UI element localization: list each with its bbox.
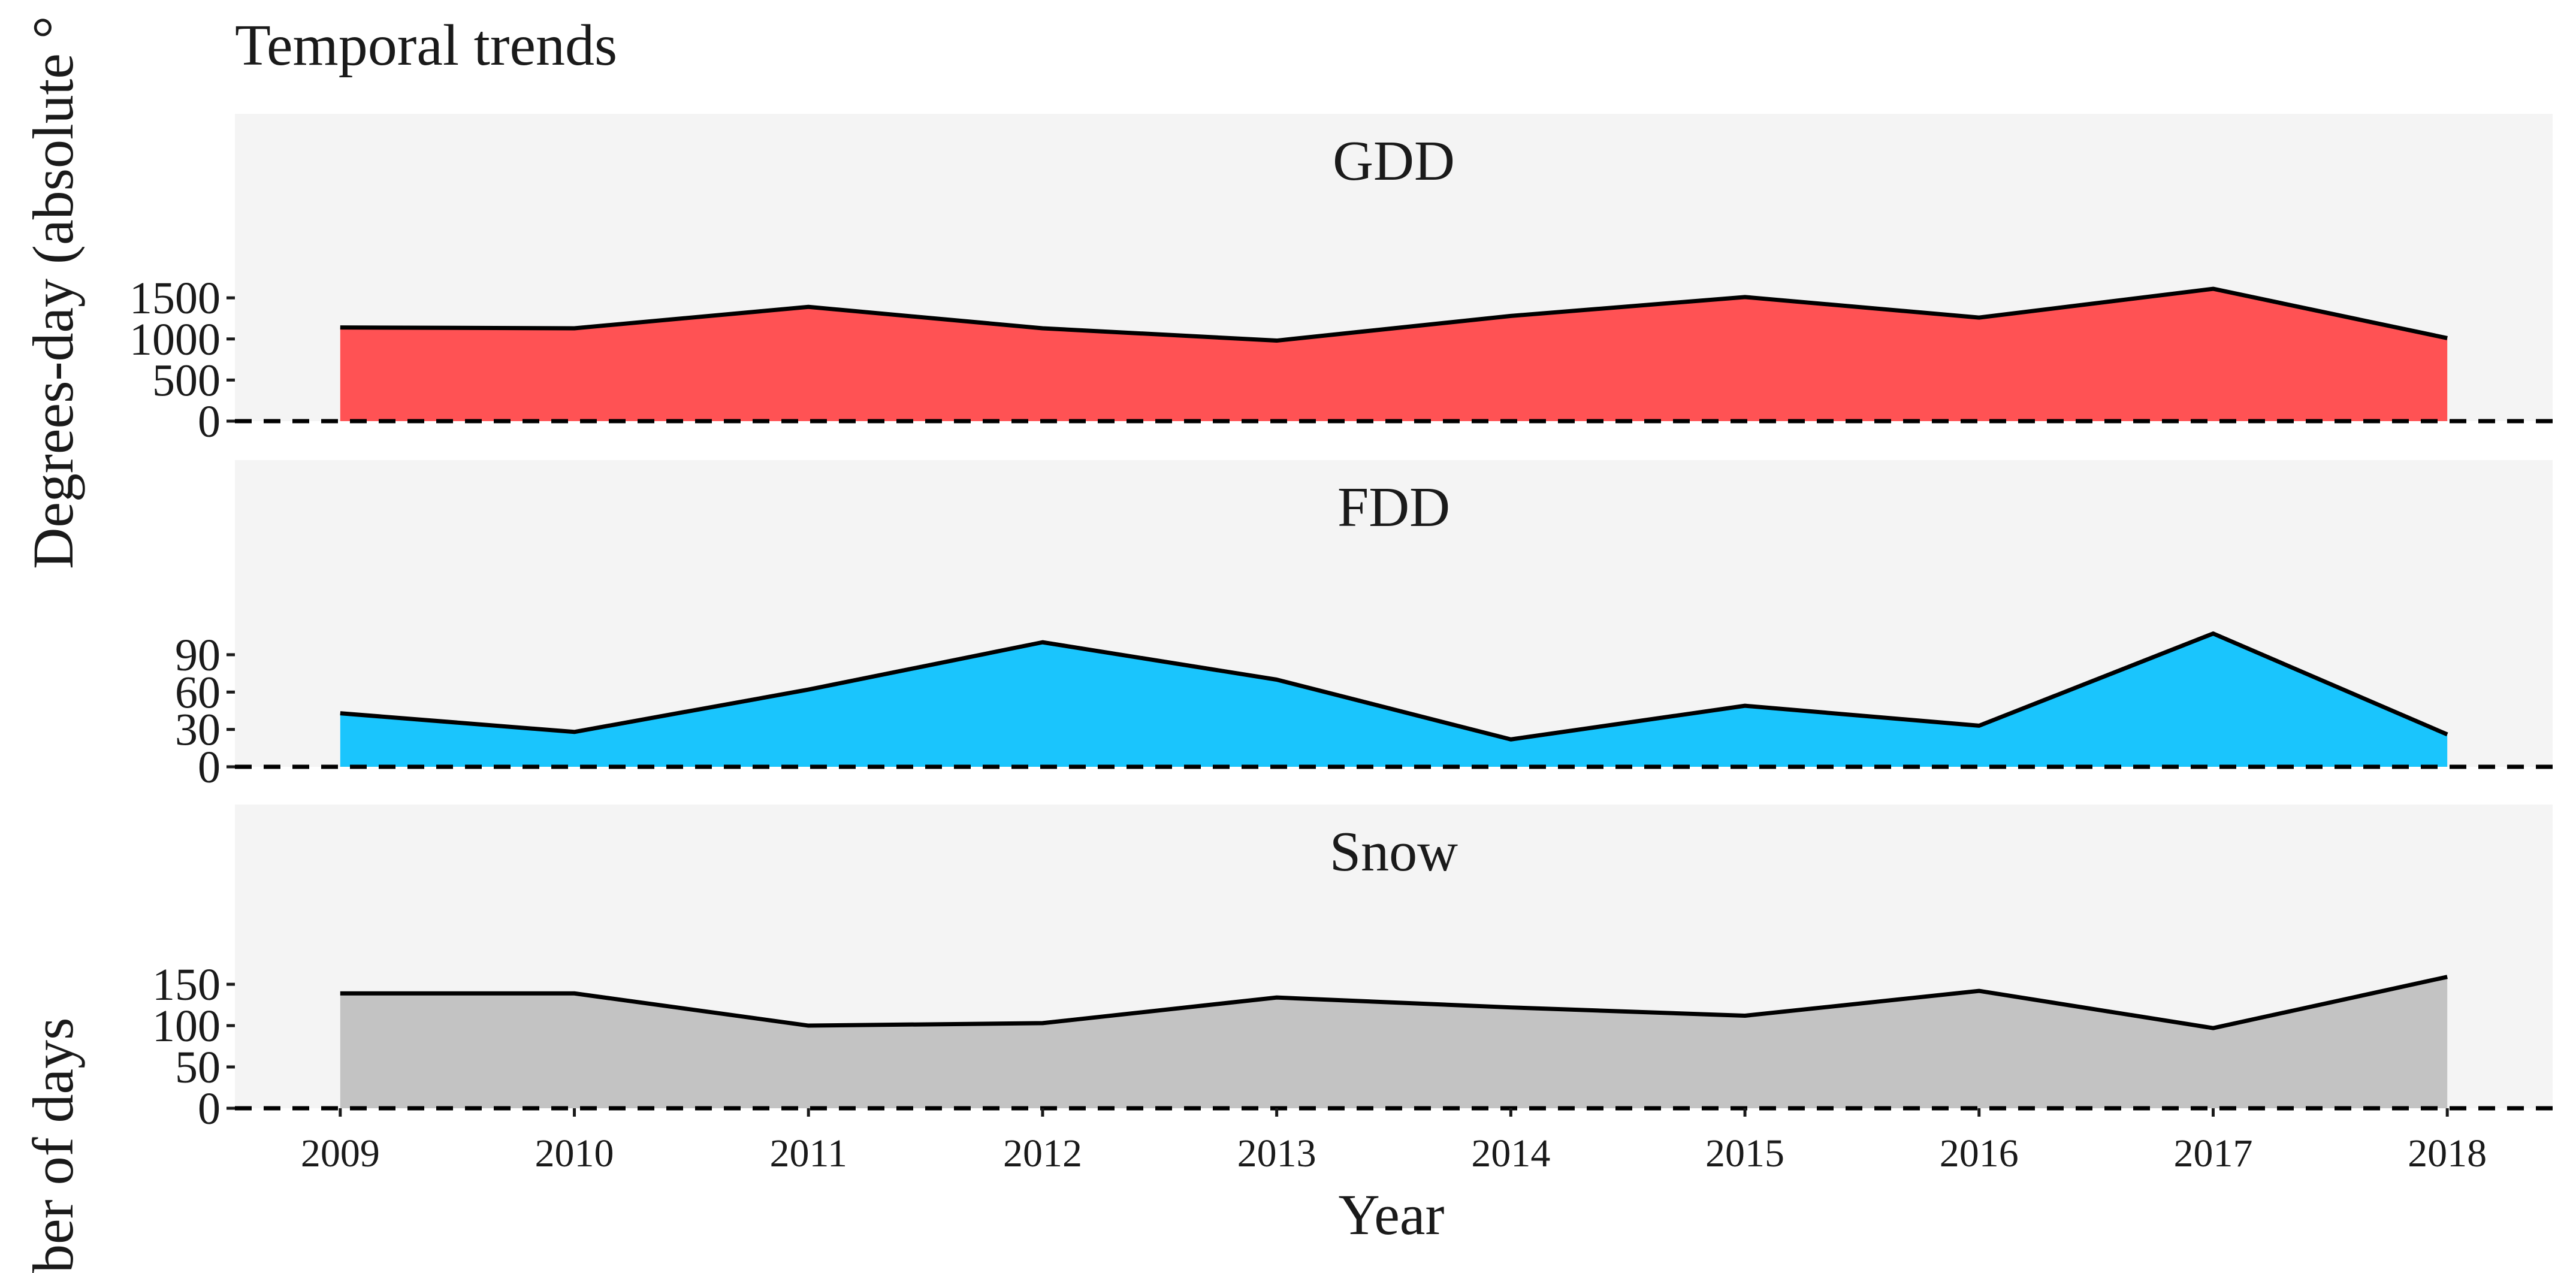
- y-tick-label: 0: [198, 742, 221, 793]
- data-point: [1509, 315, 1512, 317]
- x-axis-label: Year: [1339, 1183, 1445, 1247]
- x-tick-label: 2011: [769, 1132, 847, 1175]
- data-point: [1276, 678, 1278, 681]
- data-point: [1978, 724, 1980, 727]
- series-line-gdd: [340, 286, 2448, 343]
- y-tick-label: 500: [152, 355, 221, 406]
- y-tick-label: 100: [152, 1001, 221, 1051]
- y-tick-label: 150: [152, 960, 221, 1010]
- data-point: [2212, 633, 2214, 635]
- data-point: [1041, 327, 1044, 329]
- y-tick-label: 90: [175, 630, 221, 681]
- data-point: [573, 327, 576, 329]
- chart-title: Temporal trends: [235, 13, 617, 78]
- data-point: [339, 712, 342, 715]
- x-tick-label: 2010: [535, 1132, 614, 1175]
- data-point: [1509, 1006, 1512, 1009]
- area-snow: [340, 976, 2448, 1108]
- data-point: [1041, 1022, 1044, 1024]
- data-point: [2212, 288, 2214, 290]
- area-fdd: [340, 633, 2448, 767]
- x-axis: 2009 2010 2011 2012 2013 2014 2015 2016 2017 2018: [301, 1108, 2487, 1175]
- data-point: [1744, 296, 1746, 298]
- panel-strip-label: GDD: [1333, 130, 1455, 192]
- x-tick-label: 2014: [1471, 1132, 1550, 1175]
- data-point: [339, 326, 342, 329]
- y-axis-label-bottom: ber of days: [21, 1017, 85, 1273]
- panel-strip-label: Snow: [1330, 821, 1458, 883]
- x-tick-label: 2016: [1940, 1132, 2019, 1175]
- y-tick-label: 0: [198, 397, 221, 447]
- x-tick-label: 2012: [1003, 1132, 1082, 1175]
- data-point: [573, 731, 576, 733]
- x-tick-label: 2017: [2173, 1132, 2252, 1175]
- data-point: [2212, 1027, 2214, 1029]
- y-tick-label: 0: [198, 1084, 221, 1134]
- data-point: [1276, 996, 1278, 999]
- data-point: [1276, 340, 1278, 342]
- data-point: [2446, 337, 2448, 339]
- data-point: [1744, 1014, 1746, 1017]
- y-tick-label: 50: [175, 1042, 221, 1093]
- panel-strip-label: FDD: [1337, 476, 1450, 539]
- data-point: [1041, 641, 1044, 643]
- data-point: [1978, 316, 1980, 319]
- data-point: [1509, 738, 1512, 740]
- x-tick-label: 2009: [301, 1132, 380, 1175]
- data-point: [807, 688, 810, 691]
- data-point: [807, 306, 810, 308]
- series-line-snow: [340, 975, 2448, 1030]
- data-point: [807, 1024, 810, 1027]
- x-tick-label: 2013: [1237, 1132, 1316, 1175]
- y-tick-label: 1000: [129, 315, 221, 365]
- data-point: [2446, 976, 2448, 978]
- data-point: [2446, 733, 2448, 736]
- data-point: [339, 992, 342, 994]
- x-tick-label: 2018: [2408, 1132, 2487, 1175]
- x-tick-label: 2015: [1705, 1132, 1784, 1175]
- y-tick-label: 1500: [129, 273, 221, 323]
- data-point: [1744, 704, 1746, 707]
- area-gdd: [340, 289, 2448, 421]
- y-tick-label: 30: [175, 705, 221, 755]
- data-point: [573, 992, 576, 994]
- y-tick-label: 60: [175, 667, 221, 718]
- series-line-fdd: [340, 631, 2448, 742]
- data-point: [1978, 990, 1980, 992]
- y-axis-label-top: Degrees-day (absolute °: [21, 16, 85, 569]
